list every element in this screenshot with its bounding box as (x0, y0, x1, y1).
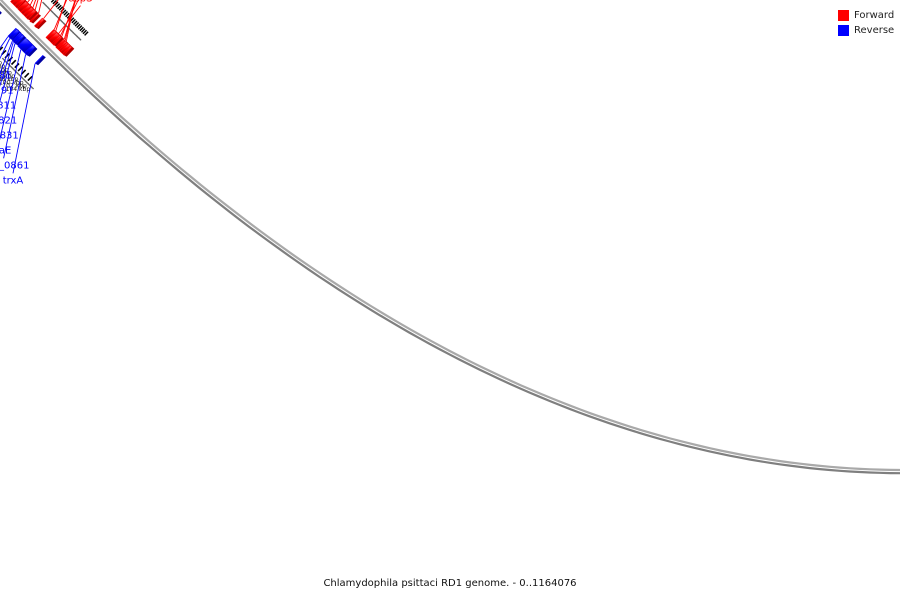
gene-block-cpsi-0841[interactable] (34, 17, 45, 29)
scale-tick (17, 66, 23, 72)
label-leader-line (0, 40, 13, 75)
scale-tick (24, 72, 30, 78)
gene-label[interactable]: dnaE (0, 145, 11, 156)
upper-scale-tick (79, 26, 84, 32)
upper-scale-tick (76, 23, 81, 29)
gene-block-shadow (30, 13, 41, 24)
upper-scale-tick (82, 29, 87, 35)
legend-forward: Forward (838, 8, 894, 23)
label-leader-line (55, 0, 67, 32)
label-leader-line (64, 0, 76, 41)
gene-label[interactable]: Cpsi_0821 (0, 115, 17, 126)
gene-block-cpsi-0771[interactable] (25, 8, 37, 20)
scale-dot (32, 87, 34, 90)
scale-tick-label: 96 kbp (0, 73, 15, 80)
gene-block-shadow (0, 11, 2, 15)
gene-block-shadow (35, 55, 46, 66)
gene-block-shadow (0, 11, 2, 15)
forward-swatch (838, 10, 849, 21)
gene-block-shadow (27, 45, 38, 57)
upper-scale-tick (52, 0, 57, 5)
gene-block-shadow (16, 34, 27, 46)
scale-tick-label: 98 kbp (0, 76, 19, 83)
gene-label[interactable]: Cpsi_0781 (0, 70, 12, 81)
label-leader-line (12, 63, 36, 174)
upper-scale-tick (53, 1, 59, 7)
gene-block-shadow (28, 9, 39, 21)
scale-tick (27, 75, 33, 82)
label-leader-line (63, 0, 77, 40)
gene-block-cpsi-0831[interactable] (13, 34, 25, 45)
label-leader-line (58, 5, 81, 34)
gene-labels: Cpsi_0681Cpsi_0691dppDCpsi_0711Cpsi_0721… (0, 0, 93, 186)
label-leader-line (53, 0, 68, 30)
gene-block-cpsi-0751[interactable] (20, 3, 32, 15)
gene-block-shadow (36, 18, 47, 30)
scale-tick (7, 56, 14, 62)
backbone (0, 0, 900, 475)
upper-scale-tick (74, 22, 80, 27)
label-leader-line (27, 0, 30, 3)
upper-scale-tick (61, 9, 67, 14)
gene-label[interactable]: trxA (3, 175, 24, 186)
gene-block-cpsi-0721[interactable] (11, 0, 22, 7)
legend-forward-label: Forward (854, 10, 895, 21)
upper-scale-tick (73, 20, 78, 25)
upper-scale-tick (77, 25, 83, 30)
gene-block-cpsi-0861[interactable] (24, 44, 36, 56)
legend: Forward Reverse (838, 8, 894, 38)
gene-block-shadow (64, 45, 75, 57)
scale-tick-label: 100 kbp (0, 79, 24, 86)
label-leader-line (0, 49, 22, 141)
gene-block-shadow (54, 36, 65, 47)
upper-scale-tick (65, 12, 70, 18)
label-leader-line (0, 38, 11, 60)
label-leader-line (0, 42, 14, 87)
scale-tick-label: 88 kbp (0, 60, 2, 67)
gene-block-cpsi-0911[interactable] (52, 36, 63, 46)
upper-scale-tick (71, 18, 76, 24)
gene-block-unlabeled-31[interactable] (62, 45, 73, 56)
label-leader-line (0, 43, 16, 103)
upper-scale-tick (50, 0, 55, 3)
backbone-lower-line (0, 2, 900, 475)
gene-block-trxa[interactable] (34, 54, 44, 65)
label-leader-line (65, 0, 76, 42)
gene-block-cpsi-0801[interactable] (29, 13, 39, 23)
legend-reverse-label: Reverse (854, 25, 895, 36)
legend-reverse: Reverse (838, 23, 894, 38)
gene-block-cpsi-0711[interactable] (10, 0, 20, 4)
gene-block-cpsi-0791[interactable] (8, 28, 20, 40)
gene-label[interactable]: aspS (68, 0, 92, 5)
scale-tick-label: 102 kbp (2, 83, 27, 90)
label-leader-line (0, 36, 9, 49)
label-leader-line (61, 0, 76, 37)
gene-block-pgk[interactable] (14, 0, 26, 9)
upper-scale-tick (55, 3, 61, 8)
gene-features (0, 0, 75, 66)
scale-tick (0, 46, 4, 51)
label-leader-line (3, 54, 27, 159)
scale-tick (20, 69, 27, 75)
upper-scale-tick (57, 4, 62, 10)
gene-label[interactable]: Cpsi_0831 (0, 130, 19, 141)
scale-dot (79, 38, 82, 41)
scale-tick (10, 59, 17, 66)
upper-scale-tick (80, 28, 86, 33)
genome-caption: Chlamydophila psittaci RD1 genome. - 0..… (323, 578, 577, 589)
upper-scale-tick (58, 6, 64, 11)
reverse-swatch (838, 25, 849, 36)
gene-label[interactable]: Cpsi_0791 (0, 85, 14, 96)
upper-scale-tick (84, 31, 89, 36)
scale-tick-label: 94 kbp (0, 70, 12, 77)
backbone-upper-line (0, 0, 900, 472)
upper-scale-tick (63, 11, 69, 16)
gene-label[interactable]: Cpsi_0811 (0, 100, 16, 111)
label-leader-line (43, 0, 59, 19)
gene-block-dnaf[interactable] (57, 40, 67, 51)
